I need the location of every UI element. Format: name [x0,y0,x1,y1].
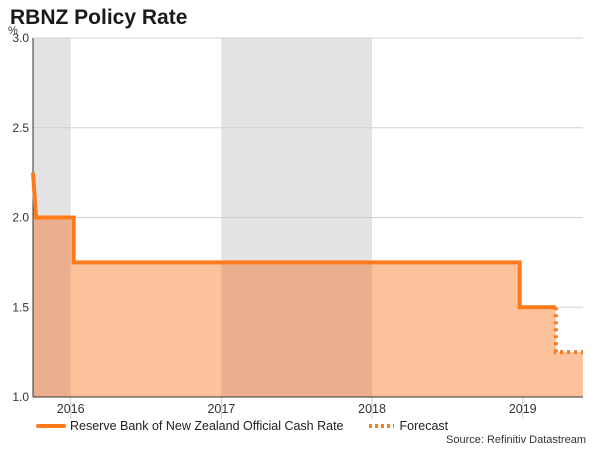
legend-label-cash-rate: Reserve Bank of New Zealand Official Cas… [70,419,344,433]
x-year-label: 2019 [509,402,537,416]
x-year-label: 2018 [358,402,386,416]
y-tick-label: 1.0 [12,390,29,404]
chart-title: RBNZ Policy Rate [10,6,188,29]
source-note: Source: Refinitiv Datastream [446,434,586,446]
y-tick-label: 3.0 [12,31,29,45]
legend-solid-line-icon [36,424,66,428]
legend-dotted-line-icon [368,424,394,428]
forecast-line [553,307,583,355]
legend-item-cash-rate: Reserve Bank of New Zealand Official Cas… [36,419,344,433]
y-tick-label: 1.5 [12,300,29,314]
legend-label-forecast: Forecast [399,419,449,433]
x-year-label: 2017 [207,402,235,416]
legend: Reserve Bank of New Zealand Official Cas… [36,419,470,433]
x-year-label: 2016 [57,402,85,416]
y-tick-label: 2.5 [12,121,29,135]
legend-item-forecast: Forecast [366,419,449,433]
cash-rate-line [31,172,556,310]
y-axis-unit: % [8,25,18,37]
rate-area-shaded-overlap [221,262,373,397]
y-tick-label: 2.0 [12,211,29,225]
rate-area-shaded-overlap [33,172,71,397]
